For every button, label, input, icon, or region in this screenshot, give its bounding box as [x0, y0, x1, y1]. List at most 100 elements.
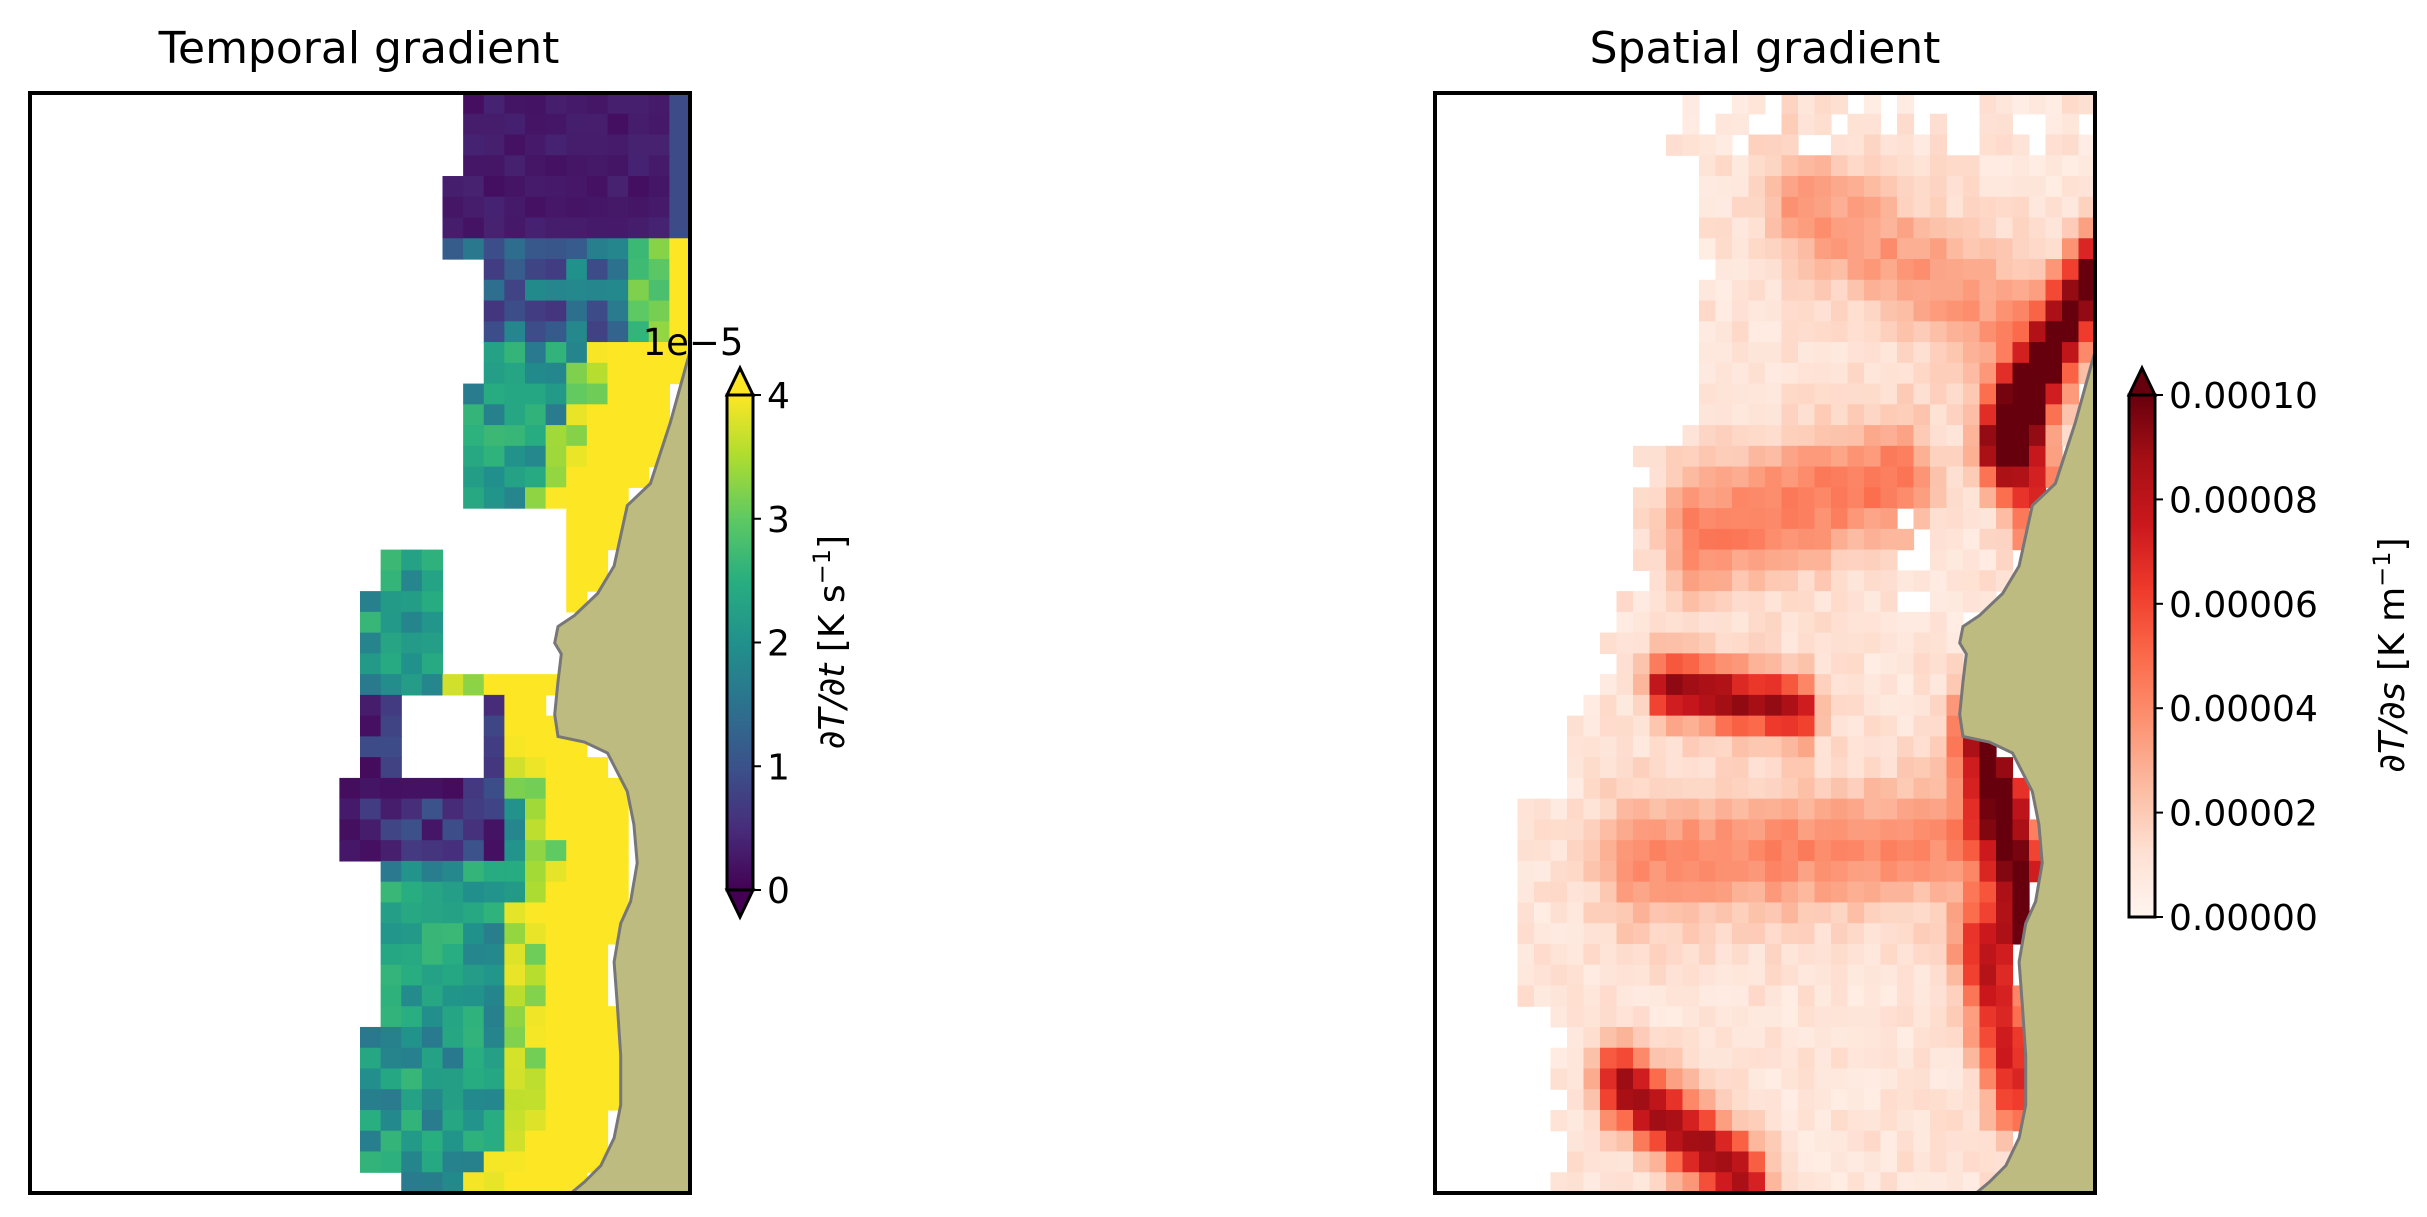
temporal-cell — [463, 840, 485, 862]
spatial-cell — [1897, 777, 1915, 800]
spatial-cell — [1781, 798, 1799, 821]
temporal-cell — [483, 445, 505, 468]
spatial-cell — [1847, 1089, 1865, 1111]
spatial-cell — [1633, 985, 1651, 1007]
spatial-cell — [1814, 300, 1832, 322]
spatial-cell — [1864, 259, 1882, 281]
spatial-cell — [1864, 653, 1882, 675]
spatial-cell — [1550, 1047, 1568, 1070]
spatial-cell — [1715, 549, 1733, 571]
spatial-cell — [1930, 155, 1948, 177]
spatial-cell — [2012, 217, 2030, 239]
spatial-cell — [1814, 1006, 1832, 1028]
temporal-cell — [566, 860, 588, 883]
spatial-cell — [1583, 1089, 1601, 1111]
spatial-cell — [1996, 134, 2014, 156]
spatial-cell — [1748, 321, 1766, 343]
spatial-cell — [1847, 1172, 1865, 1194]
temporal-cell — [586, 549, 609, 571]
spatial-cell — [1814, 279, 1832, 302]
spatial-cell — [1732, 964, 1750, 987]
spatial-cell — [1715, 881, 1733, 904]
temporal-cell — [566, 881, 588, 904]
spatial-cell — [1732, 611, 1750, 634]
spatial-cell — [1880, 985, 1898, 1007]
temporal-cell — [525, 736, 547, 758]
spatial-cell — [1765, 445, 1783, 468]
spatial-cell — [1748, 632, 1766, 654]
temporal-cell — [504, 383, 526, 405]
spatial-cell — [1897, 819, 1915, 841]
spatial-cell — [1913, 176, 1931, 198]
spatial-cell — [1930, 570, 1948, 592]
spatial-cell — [1699, 943, 1717, 966]
spatial-cell — [1583, 1172, 1601, 1194]
spatial-cell — [1715, 632, 1733, 654]
temporal-cell — [586, 383, 609, 405]
temporal-cell — [607, 404, 629, 426]
spatial-cell — [1765, 508, 1783, 530]
temporal-cell — [525, 923, 547, 945]
spatial-cell — [1798, 176, 1816, 198]
spatial-cell — [1798, 362, 1816, 385]
spatial-cell — [1699, 860, 1717, 883]
spatial-cell — [1880, 549, 1898, 571]
spatial-cell — [1930, 134, 1948, 156]
spatial-cell — [1864, 1006, 1882, 1028]
spatial-cell — [1814, 632, 1832, 654]
spatial-cell — [1880, 528, 1898, 551]
spatial-cell — [1930, 860, 1948, 883]
spatial-cell — [1864, 176, 1882, 198]
temporal-cell — [586, 238, 609, 260]
spatial-cell — [1781, 777, 1799, 800]
temporal-cell — [504, 1026, 526, 1049]
temporal-cell — [648, 362, 670, 385]
spatial-cell — [1715, 1047, 1733, 1070]
temporal-cell — [483, 155, 505, 177]
temporal-cell — [586, 93, 609, 115]
spatial-cell — [1666, 591, 1684, 613]
spatial-cell — [1583, 1068, 1601, 1090]
spatial-cell — [1666, 508, 1684, 530]
spatial-cell — [1847, 259, 1865, 281]
spatial-cell — [2062, 300, 2080, 322]
spatial-cell — [1814, 93, 1832, 115]
temporal-cell — [360, 819, 382, 841]
spatial-cell — [1814, 362, 1832, 385]
spatial-cell — [1913, 902, 1931, 924]
spatial-cell — [1963, 985, 1981, 1007]
spatial-cell — [1814, 1172, 1832, 1194]
spatial-cell — [1765, 1151, 1783, 1173]
spatial-cell — [1666, 570, 1684, 592]
temporal-cell — [442, 674, 464, 696]
temporal-cell — [566, 902, 588, 924]
spatial-cell — [1748, 196, 1766, 219]
spatial-cell — [1781, 1130, 1799, 1153]
spatial-cell — [1913, 1130, 1931, 1153]
spatial-cell — [1864, 694, 1882, 717]
spatial-cell — [1930, 611, 1948, 634]
temporal-cell — [545, 217, 567, 239]
spatial-cell — [1831, 798, 1849, 821]
temporal-cell — [483, 674, 505, 696]
spatial-cell — [1897, 487, 1915, 509]
spatial-cell — [1864, 93, 1882, 115]
spatial-cell — [2012, 196, 2030, 219]
spatial-cell — [1996, 1089, 2014, 1111]
spatial-cell — [1798, 404, 1816, 426]
temporal-cell — [586, 777, 609, 800]
temporal-cell — [628, 93, 650, 115]
spatial-cell — [1682, 902, 1700, 924]
spatial-cell — [1913, 1089, 1931, 1111]
temporal-cell — [483, 259, 505, 281]
temporal-cell — [421, 1006, 444, 1028]
spatial-cell — [1699, 466, 1717, 488]
spatial-cell — [1798, 1047, 1816, 1070]
temporal-cell — [669, 113, 691, 136]
spatial-cell — [1996, 425, 2014, 447]
spatial-cell — [1732, 1068, 1750, 1090]
spatial-cell — [1682, 840, 1700, 862]
temporal-cell — [380, 881, 402, 904]
spatial-cell — [1847, 528, 1865, 551]
spatial-cell — [1963, 1151, 1981, 1173]
